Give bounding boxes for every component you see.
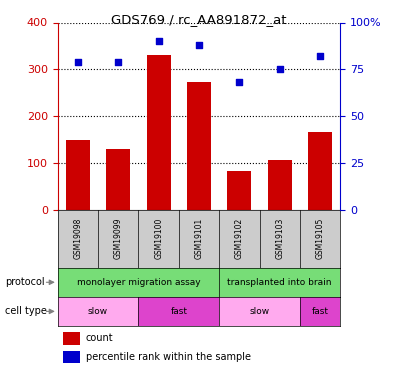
Text: GDS769 / rc_AA891872_at: GDS769 / rc_AA891872_at [111,13,287,26]
Bar [300,297,340,326]
Point [196,42,202,48]
Text: GSM19098: GSM19098 [73,218,82,259]
Text: GSM19103: GSM19103 [275,218,284,259]
Bar [308,132,332,210]
Bar [139,210,179,268]
Text: GSM19100: GSM19100 [154,218,163,259]
Bar [58,210,98,268]
Text: GSM19102: GSM19102 [235,218,244,259]
Bar [66,140,90,210]
Text: slow: slow [250,307,269,316]
Bar [219,268,340,297]
Text: GSM19105: GSM19105 [316,218,325,259]
Bar [187,82,211,210]
Point [236,80,242,86]
Bar [106,149,131,210]
Bar [227,171,252,210]
Text: fast: fast [312,307,329,316]
Text: GSM19099: GSM19099 [114,218,123,259]
Text: transplanted into brain: transplanted into brain [228,278,332,287]
Point [277,66,283,72]
Point [75,59,81,65]
Bar [179,210,219,268]
Text: percentile rank within the sample: percentile rank within the sample [86,352,251,362]
Bar [58,297,139,326]
Text: GSM19101: GSM19101 [195,218,203,259]
Bar [139,297,219,326]
Bar [300,210,340,268]
Text: monolayer migration assay: monolayer migration assay [77,278,200,287]
Bar [219,297,300,326]
Text: slow: slow [88,307,108,316]
Point [115,59,121,65]
Bar [63,351,80,363]
Point [156,38,162,44]
Text: count: count [86,333,113,344]
Bar [259,210,300,268]
Text: protocol: protocol [5,277,45,287]
Text: cell type: cell type [5,306,47,316]
Bar [219,210,259,268]
Bar [98,210,139,268]
Bar [63,332,80,345]
Bar [146,55,171,210]
Bar [267,160,292,210]
Text: fast: fast [170,307,187,316]
Point [317,53,323,59]
Bar [58,268,219,297]
